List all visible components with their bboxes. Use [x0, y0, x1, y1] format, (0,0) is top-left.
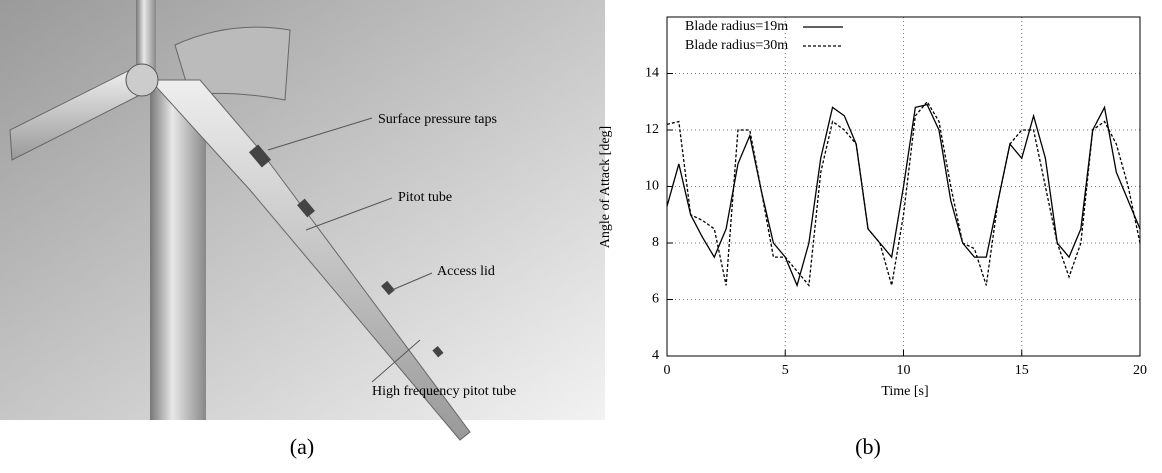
x-tick-label: 20	[1133, 363, 1147, 378]
plot-frame	[666, 16, 1141, 357]
series-line	[666, 100, 1141, 287]
legend-label: Blade radius=30m	[685, 38, 788, 53]
series-line	[666, 103, 1141, 288]
annotation: Pitot tube	[398, 190, 452, 205]
caption: (b)	[855, 434, 881, 459]
annotation: High frequency pitot tube	[372, 384, 516, 399]
annotation: Access lid	[437, 264, 495, 279]
turbine-image: Surface pressure taps Pitot tube Access …	[0, 0, 605, 441]
y-tick-label: 4	[652, 348, 659, 363]
x-tick-label: 15	[1015, 363, 1029, 378]
legend-label: Blade radius=19m	[685, 19, 788, 34]
x-tick-label: 0	[664, 363, 671, 378]
y-axis-label: Angle of Attack [deg]	[598, 126, 613, 248]
y-tick-label: 8	[652, 235, 659, 250]
caption: (a)	[290, 434, 314, 459]
plot: 4 6 8 10 12 14 0 5 10 15 20 Blade radius=19m Blade r…	[645, 16, 1147, 378]
x-tick-label: 10	[897, 363, 911, 378]
y-tick-label: 10	[645, 179, 659, 194]
x-axis-label: Time [s]	[881, 384, 928, 399]
y-tick-label: 14	[645, 66, 659, 81]
annotation: Surface pressure taps	[378, 112, 497, 127]
y-tick-label: 12	[645, 122, 659, 137]
y-tick-label: 6	[652, 292, 659, 307]
x-tick-label: 5	[782, 363, 789, 378]
